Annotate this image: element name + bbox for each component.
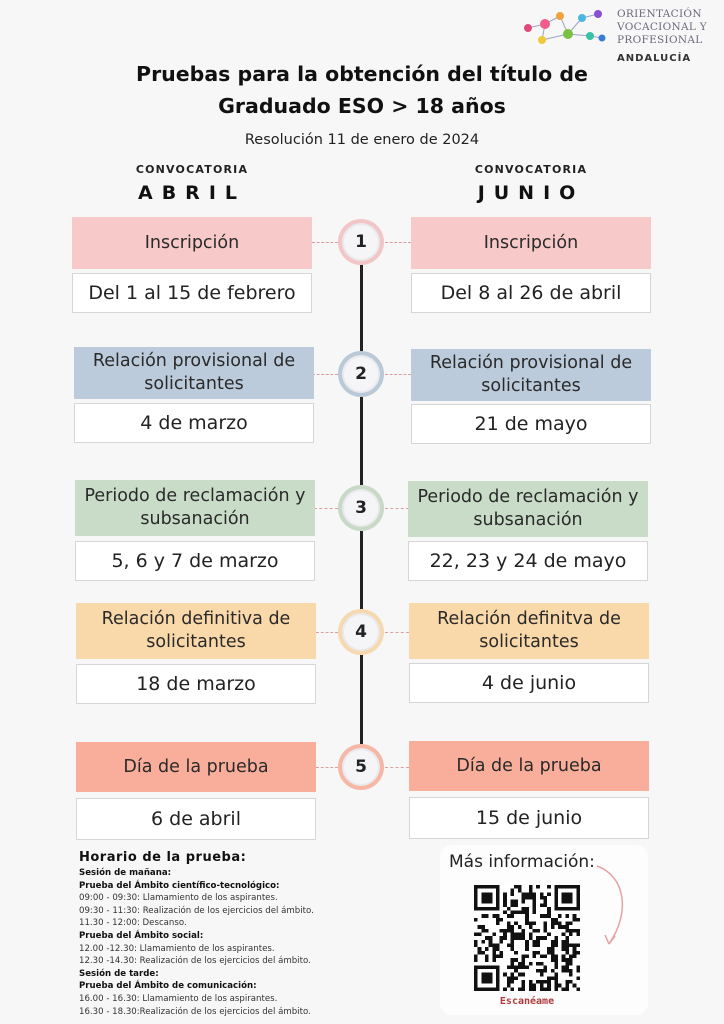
schedule-line: Prueba del Ámbito de comunicación: xyxy=(79,981,257,992)
column-header-left: CONVOCATORIA ABRIL xyxy=(72,163,312,204)
resolution-subtitle: Resolución 11 de enero de 2024 xyxy=(244,132,480,148)
title-line-1: Pruebas para la obtención del título de xyxy=(136,62,588,86)
step-5-left-title: Día de la prueba xyxy=(76,742,316,792)
step-2-left-title: Relación provisional de solicitantes xyxy=(74,347,314,399)
schedule-line: 11.30 - 12:00: Descanso. xyxy=(79,918,187,929)
logo-line-1: ORIENTACIÓN xyxy=(617,8,702,20)
schedule-line: 12.00 -12.30: Llamamiento de los aspiran… xyxy=(79,943,275,954)
connector xyxy=(385,508,409,509)
step-3-left-date: 5, 6 y 7 de marzo xyxy=(75,541,315,581)
step-4-left-date: 18 de marzo xyxy=(76,664,316,704)
step-4-left-title: Relación definitiva de solicitantes xyxy=(76,603,316,659)
step-marker-5: 5 xyxy=(338,744,384,790)
schedule-line: Sesión de tarde: xyxy=(79,968,159,979)
step-marker-2: 2 xyxy=(338,351,384,397)
step-1-left-date: Del 1 al 15 de febrero xyxy=(72,273,312,313)
step-3-right-title: Periodo de reclamación y subsanación xyxy=(408,481,648,537)
curved-arrow-icon xyxy=(596,865,623,945)
schedule-line: 09:00 - 09:30: Llamamiento de los aspira… xyxy=(79,893,278,904)
step-5-right-title: Día de la prueba xyxy=(409,741,649,791)
column-name-right: JUNIO xyxy=(477,182,585,204)
logo: ORIENTACIÓN VOCACIONAL Y PROFESIONAL AND… xyxy=(520,6,720,68)
column-label-right: CONVOCATORIA xyxy=(474,163,588,176)
connector xyxy=(385,374,411,375)
connector xyxy=(316,767,338,768)
step-number: 2 xyxy=(344,357,378,391)
step-5-left-date: 6 de abril xyxy=(76,798,316,840)
column-name-left: ABRIL xyxy=(138,182,246,204)
schedule-line: Prueba del Ámbito científico-tecnológico… xyxy=(79,880,280,891)
step-4-right-title: Relación definitva de solicitantes xyxy=(409,603,649,659)
info-title: Más información: xyxy=(449,852,595,872)
step-number: 3 xyxy=(344,491,378,525)
step-marker-4: 4 xyxy=(338,609,384,655)
step-1-right-date: Del 8 al 26 de abril xyxy=(411,273,651,313)
logo-line-2: VOCACIONAL Y xyxy=(617,21,708,33)
scan-label: Escanéame xyxy=(499,996,555,1007)
connector xyxy=(314,508,338,509)
page-title: Pruebas para la obtención del título de … xyxy=(0,58,724,122)
network-dots-icon xyxy=(524,10,606,44)
step-2-left-date: 4 de marzo xyxy=(74,403,314,443)
column-label-left: CONVOCATORIA xyxy=(135,163,249,176)
step-1-right-title: Inscripción xyxy=(411,217,651,269)
schedule-line: 16.30 - 18.30:Realización de los ejercic… xyxy=(79,1006,311,1017)
connector xyxy=(385,632,409,633)
step-marker-3: 3 xyxy=(338,485,384,531)
schedule-section: Horario de la prueba: Sesión de mañana: … xyxy=(79,850,399,1018)
title-line-2: Graduado ESO > 18 años xyxy=(218,94,506,118)
step-number: 5 xyxy=(344,750,378,784)
schedule-line: 12.30 -14.30: Realización de los ejercic… xyxy=(79,956,311,967)
step-2-right-date: 21 de mayo xyxy=(411,404,651,444)
connector xyxy=(312,374,338,375)
schedule-line: 09:30 - 11:30: Realización de los ejerci… xyxy=(79,905,314,916)
logo-line-3: PROFESIONAL xyxy=(617,34,703,46)
step-3-left-title: Periodo de reclamación y subsanación xyxy=(75,480,315,536)
step-number: 4 xyxy=(344,615,378,649)
connector xyxy=(316,632,338,633)
connector xyxy=(385,242,411,243)
connector xyxy=(312,242,338,243)
step-number: 1 xyxy=(344,225,378,259)
step-1-left-title: Inscripción xyxy=(72,217,312,269)
schedule-line: 16.00 - 16.30: Llamamiento de los aspira… xyxy=(79,993,278,1004)
logo-region: ANDALUCÍA xyxy=(617,53,692,64)
column-header-right: CONVOCATORIA JUNIO xyxy=(411,163,651,204)
connector xyxy=(385,767,409,768)
step-4-right-date: 4 de junio xyxy=(409,663,649,703)
qr-code-icon[interactable] xyxy=(474,885,580,991)
schedule-line: Prueba del Ámbito social: xyxy=(79,930,204,941)
step-3-right-date: 22, 23 y 24 de mayo xyxy=(408,541,648,581)
schedule-line: Sesión de mañana: xyxy=(79,868,172,878)
step-5-right-date: 15 de junio xyxy=(409,797,649,839)
schedule-title: Horario de la prueba: xyxy=(79,850,247,865)
step-2-right-title: Relación provisional de solicitantes xyxy=(411,349,651,401)
step-marker-1: 1 xyxy=(338,219,384,265)
logo-text: ORIENTACIÓN VOCACIONAL Y PROFESIONAL xyxy=(617,8,707,47)
